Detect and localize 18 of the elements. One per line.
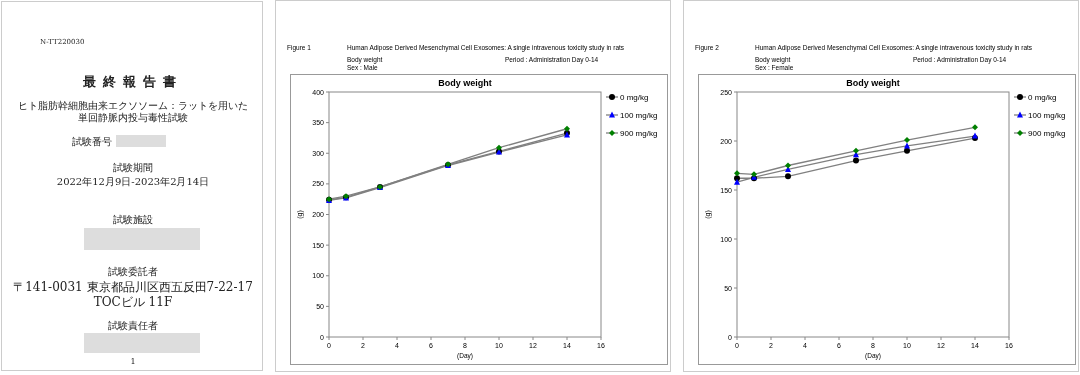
text: 最終報告書 — [82, 74, 184, 89]
legend-label: 100 mg/kg — [620, 111, 658, 120]
chart-title: Body weight — [438, 78, 492, 88]
chart-title: Body weight — [846, 78, 900, 88]
text: 試験期間 — [112, 162, 154, 174]
text: 〒141-0031 東京都品川区西五反田7-22-17 TOCビル 11F — [12, 280, 254, 310]
text: 試験責任者 — [107, 320, 159, 332]
legend-label: 100 mg/kg — [1028, 111, 1066, 120]
text: 試験施設 — [112, 214, 154, 226]
text: ヒト脂肪幹細胞由来エクソソーム：ラットを用いた単回静脈内投与毒性試験 — [18, 100, 248, 124]
text: 試験番号 — [71, 136, 112, 148]
legend-label: 900 mg/kg — [620, 129, 658, 138]
legend-label: 900 mg/kg — [1028, 129, 1066, 138]
text: 2022年12月9日-2023年2月14日 — [55, 176, 211, 188]
legend-label: 0 mg/kg — [620, 93, 649, 102]
legend-label: 0 mg/kg — [1028, 93, 1057, 102]
text: 試験委託者 — [107, 266, 159, 278]
text: 1 — [129, 356, 137, 368]
